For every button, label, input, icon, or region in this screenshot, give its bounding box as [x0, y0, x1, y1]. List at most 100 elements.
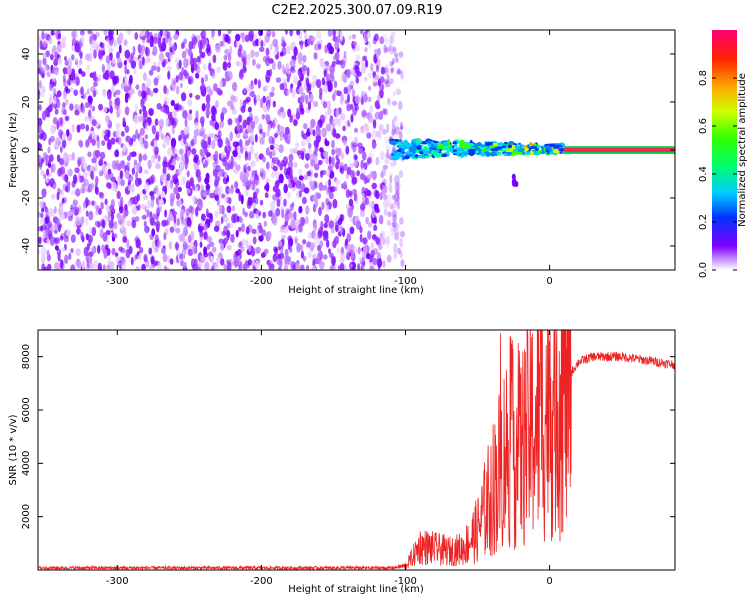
- heatmap-noise-cell: [120, 247, 126, 254]
- heatmap-noise-cell: [175, 244, 179, 251]
- heatmap-noise-cell: [343, 139, 347, 146]
- heatmap-noise-cell: [352, 144, 357, 153]
- heatmap-noise-cell: [53, 87, 57, 97]
- heatmap-noise-cell: [184, 118, 188, 128]
- heatmap-noise-cell: [289, 148, 294, 155]
- heatmap-noise-cell: [391, 209, 397, 218]
- heatmap-noise-cell: [168, 52, 174, 60]
- heatmap-noise-cell: [165, 135, 170, 146]
- heatmap-noise-cell: [156, 103, 162, 110]
- heatmap-noise-cell: [167, 70, 171, 80]
- heatmap-noise-cell: [61, 197, 65, 204]
- heatmap-y-axis-label: Frequency (Hz): [8, 112, 19, 188]
- heatmap-noise-cell: [343, 86, 348, 95]
- heatmap-noise-cell: [90, 170, 94, 180]
- heatmap-noise-cell: [110, 176, 116, 182]
- heatmap-noise-cell: [59, 201, 64, 208]
- heatmap-noise-cell: [62, 155, 68, 162]
- heatmap-noise-cell: [386, 123, 390, 133]
- heatmap-noise-cell: [62, 89, 67, 100]
- heatmap-noise-cell: [212, 168, 218, 177]
- heatmap-noise-cell: [293, 211, 297, 221]
- heatmap-noise-cell: [242, 65, 247, 72]
- heatmap-noise-cell: [390, 132, 395, 141]
- heatmap-noise-cell: [394, 234, 400, 242]
- heatmap-noise-cell: [159, 46, 164, 53]
- heatmap-noise-cell: [386, 101, 392, 106]
- heatmap-noise-cell: [79, 123, 86, 130]
- heatmap-noise-cell: [84, 116, 90, 122]
- heatmap-noise-cell: [200, 184, 205, 191]
- heatmap-noise-cell: [281, 111, 286, 119]
- heatmap-noise-cell: [54, 245, 59, 251]
- heatmap-noise-cell: [385, 143, 391, 151]
- heatmap-noise-cell: [382, 66, 387, 74]
- heatmap-signal-cell: [489, 152, 497, 157]
- heatmap-noise-cell: [348, 34, 352, 41]
- heatmap-noise-cell: [304, 163, 310, 169]
- heatmap-noise-cell: [106, 119, 110, 125]
- heatmap-noise-cell: [298, 190, 302, 198]
- heatmap-noise-cell: [387, 97, 391, 104]
- heatmap-noise-cell: [178, 134, 182, 142]
- heatmap-noise-cell: [42, 152, 48, 162]
- heatmap-noise-cell: [371, 218, 375, 224]
- heatmap-noise-cell: [346, 68, 351, 79]
- heatmap-noise-cell: [105, 55, 111, 64]
- heatmap-noise-cell: [181, 176, 186, 186]
- heatmap-noise-cell: [53, 95, 57, 105]
- heatmap-noise-cell: [40, 170, 45, 176]
- heatmap-noise-cell: [164, 209, 168, 218]
- heatmap-noise-cell: [85, 210, 89, 217]
- heatmap-noise-cell: [130, 256, 134, 266]
- heatmap-noise-cell: [325, 155, 329, 165]
- heatmap-noise-cell: [379, 83, 385, 92]
- heatmap-noise-cell: [119, 170, 123, 180]
- heatmap-noise-cell: [74, 57, 79, 64]
- heatmap-noise-cell: [70, 234, 76, 243]
- heatmap-noise-cell: [115, 137, 120, 143]
- heatmap-noise-cell: [189, 92, 193, 98]
- heatmap-noise-cell: [371, 182, 377, 190]
- heatmap-noise-cell: [217, 89, 223, 96]
- heatmap-noise-cell: [266, 129, 270, 137]
- heatmap-noise-cell: [237, 153, 242, 160]
- heatmap-noise-cell: [64, 185, 69, 193]
- heatmap-signal-cell: [441, 153, 448, 158]
- heatmap-noise-cell: [42, 39, 47, 48]
- heatmap-noise-cell: [171, 44, 176, 51]
- heatmap-noise-cell: [289, 114, 293, 120]
- heatmap-noise-cell: [324, 214, 330, 224]
- heatmap-noise-cell: [50, 124, 56, 135]
- heatmap-noise-cell: [99, 157, 104, 164]
- heatmap-noise-cell: [40, 217, 45, 225]
- heatmap-noise-cell: [393, 243, 398, 253]
- heatmap-signal-cell: [447, 139, 451, 145]
- heatmap-noise-cell: [316, 127, 321, 137]
- heatmap-noise-cell: [118, 205, 124, 214]
- heatmap-noise-cell: [165, 118, 169, 128]
- heatmap-noise-cell: [225, 137, 230, 146]
- heatmap-noise-cell: [43, 33, 48, 40]
- heatmap-noise-cell: [104, 214, 109, 224]
- heatmap-noise-cell: [145, 259, 150, 268]
- heatmap-noise-cell: [134, 236, 140, 243]
- heatmap-noise-cell: [47, 207, 53, 218]
- heatmap-noise-cell: [153, 77, 159, 86]
- heatmap-noise-cell: [59, 259, 64, 270]
- heatmap-noise-cell: [238, 264, 242, 270]
- heatmap-noise-cell: [86, 243, 91, 251]
- heatmap-noise-cell: [383, 78, 390, 88]
- heatmap-noise-cell: [259, 136, 265, 145]
- heatmap-noise-cell: [38, 154, 42, 162]
- heatmap-noise-cell: [328, 46, 334, 55]
- heatmap-noise-cell: [343, 50, 347, 59]
- heatmap-noise-cell: [340, 246, 345, 256]
- heatmap-noise-cell: [50, 53, 54, 61]
- heatmap-noise-cell: [81, 235, 85, 243]
- heatmap-noise-cell: [66, 58, 73, 68]
- heatmap-noise-cell: [163, 107, 168, 114]
- heatmap-noise-cell: [145, 227, 149, 234]
- heatmap-noise-cell: [338, 161, 345, 168]
- heatmap-noise-cell: [70, 248, 74, 254]
